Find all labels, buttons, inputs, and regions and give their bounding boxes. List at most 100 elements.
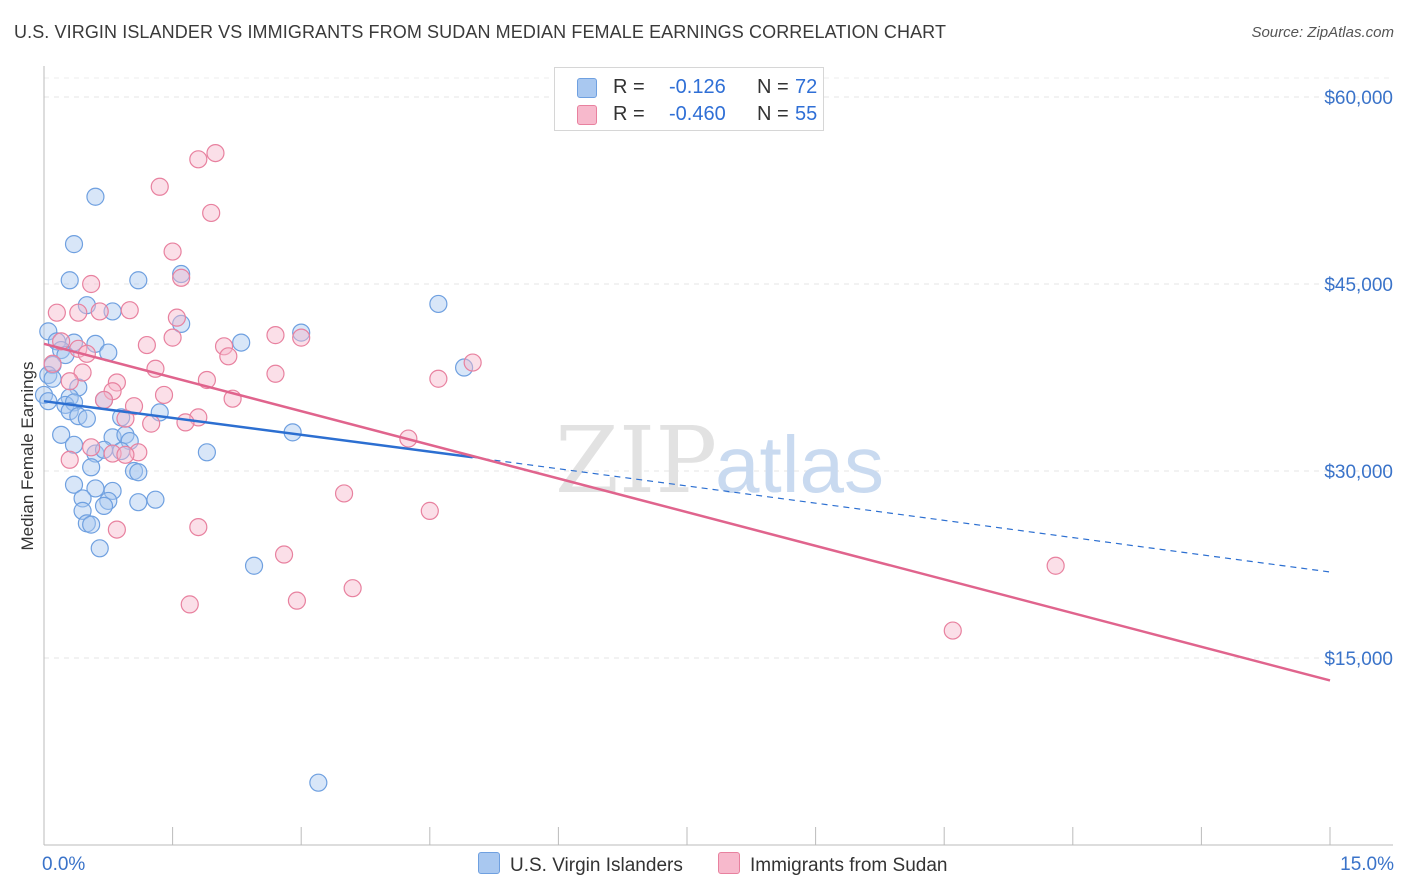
tick-labels: $15,000 $30,000 $45,000 $60,000 0.0% 15.0% [42, 88, 1394, 875]
data-point [943, 621, 962, 640]
y-tick-label: $45,000 [1324, 275, 1393, 296]
data-point [82, 458, 101, 477]
watermark-zip: ZIP [555, 407, 717, 514]
data-point [120, 301, 139, 320]
data-point [82, 274, 101, 294]
data-point [334, 484, 354, 503]
trend-lines [43, 342, 1331, 682]
data-point [146, 490, 165, 509]
y-axis-label: Median Female Earnings [18, 362, 37, 551]
data-point [116, 409, 135, 428]
data-point [82, 515, 101, 534]
y-tick-label: $15,000 [1324, 649, 1393, 670]
legend-swatch-blue [577, 78, 597, 98]
data-point [292, 328, 311, 347]
series-legend-sudan: Immigrants from Sudan [718, 852, 947, 877]
series-legend-swatch-pink [718, 852, 740, 874]
series-legend-swatch-blue [478, 852, 500, 874]
data-point [107, 373, 126, 392]
data-point [463, 353, 482, 372]
data-point [420, 501, 439, 520]
series-legend-label: U.S. Virgin Islanders [510, 855, 683, 876]
y-tick-label: $60,000 [1324, 88, 1393, 109]
data-point [129, 463, 148, 482]
data-point [129, 271, 148, 290]
data-point [189, 517, 208, 537]
data-point [167, 308, 186, 327]
data-point [142, 414, 161, 433]
data-point [77, 409, 96, 428]
data-point [202, 203, 221, 223]
data-point [154, 385, 174, 405]
data-point [60, 450, 79, 469]
data-point [60, 402, 79, 421]
legend-r-label: R = [613, 76, 645, 98]
data-point [64, 475, 84, 494]
legend-r-label: R = [613, 103, 645, 125]
data-point [180, 595, 199, 614]
data-point [60, 271, 79, 290]
legend-r-value: -0.460 [669, 103, 726, 125]
legend-n-label: N = [757, 76, 789, 98]
data-point [219, 347, 238, 366]
data-point [124, 397, 144, 416]
data-point [150, 177, 169, 196]
data-point [73, 489, 92, 508]
data-point [103, 481, 122, 501]
data-point [60, 372, 79, 391]
data-point [343, 579, 362, 598]
grid-lines [44, 77, 1393, 659]
watermark: ZIP atlas [555, 407, 884, 514]
data-point [197, 443, 216, 462]
data-point [69, 303, 88, 322]
data-point [137, 335, 156, 355]
series-legend-label: Immigrants from Sudan [750, 855, 948, 876]
chart-title: U.S. VIRGIN ISLANDER VS IMMIGRANTS FROM … [14, 22, 947, 42]
series-virgin-islanders-points [34, 187, 474, 792]
data-point [94, 496, 114, 516]
data-point [103, 444, 122, 463]
trend-line-virgin-islanders [43, 399, 473, 459]
data-point [163, 328, 182, 347]
data-point [429, 369, 448, 388]
data-point [287, 591, 307, 610]
legend-n-label: N = [757, 103, 789, 125]
data-point [206, 144, 225, 163]
data-point [172, 268, 191, 287]
x-tick-label-min: 0.0% [42, 854, 85, 875]
data-point [429, 294, 448, 314]
data-point [292, 323, 311, 342]
legend-swatch-pink [577, 105, 597, 125]
data-point [176, 413, 195, 432]
data-point [1046, 556, 1065, 575]
y-tick-label: $30,000 [1324, 462, 1393, 483]
data-point [94, 390, 114, 410]
data-point [73, 363, 92, 382]
data-point [47, 303, 66, 322]
x-tick-label-max: 15.0% [1340, 854, 1394, 875]
data-point [107, 520, 126, 539]
series-sudan-points [43, 144, 1065, 640]
data-point [274, 545, 294, 564]
data-point [52, 425, 71, 444]
data-point [90, 302, 109, 321]
data-point [64, 435, 84, 454]
data-point [244, 556, 264, 575]
axes [43, 66, 1393, 846]
data-point [266, 364, 285, 383]
data-point [64, 235, 84, 254]
data-point [189, 150, 208, 169]
watermark-atlas: atlas [715, 420, 884, 509]
data-point [214, 337, 234, 356]
data-point [90, 539, 109, 558]
series-legend-virgin-islanders: U.S. Virgin Islanders [478, 852, 683, 877]
data-point [163, 242, 182, 261]
legend-r-value: -0.126 [669, 76, 726, 98]
legend-n-value: 55 [795, 103, 818, 125]
data-point [129, 493, 148, 512]
source-label: Source: ZipAtlas.com [1251, 24, 1394, 41]
data-point [86, 187, 105, 206]
data-point [82, 438, 101, 457]
data-point [232, 333, 251, 352]
